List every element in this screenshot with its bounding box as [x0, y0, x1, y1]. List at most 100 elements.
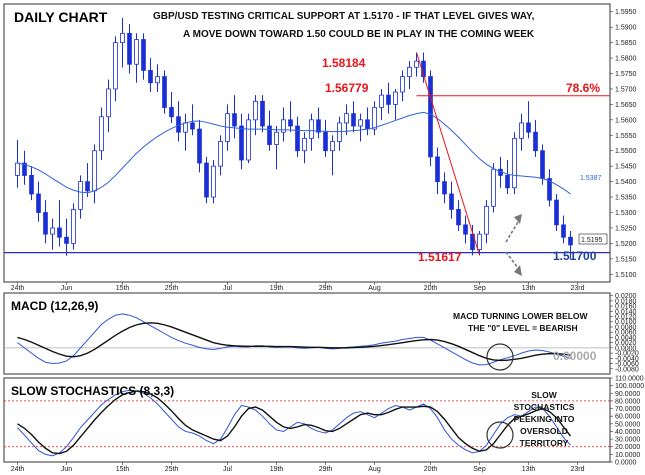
stoch-x-tick-label: 25th [165, 466, 179, 473]
candle-down [295, 125, 300, 152]
macd-y-tick-label: 0.0060 [615, 330, 637, 337]
price-y-tick-label: 1.5350 [615, 195, 637, 202]
stoch-y-tick-label: 100.0000 [615, 383, 644, 390]
macd-title: MACD (12,26,9) [11, 299, 98, 313]
candle-up [491, 168, 496, 207]
price-y-tick-label: 1.5150 [615, 256, 637, 263]
macd-y-tick-label: 0.0000 [615, 345, 637, 352]
candle-up [211, 165, 216, 198]
stoch-y-tick-label: 30.0000 [615, 437, 640, 444]
candle-down [204, 162, 209, 198]
chart-title: DAILY CHART [14, 9, 108, 25]
price-y-tick-label: 1.5750 [615, 71, 637, 78]
last-price-label: 1.5195 [581, 237, 603, 244]
price-x-tick-label: 25th [165, 285, 179, 292]
macd-y-tick-label: -0.0040 [615, 356, 639, 363]
candle-up [519, 122, 524, 139]
macd-note-line-1: MACD TURNING LOWER BELOW [453, 311, 589, 321]
candle-down [351, 113, 356, 127]
price-y-tick-label: 1.5850 [615, 40, 637, 47]
stoch-highlight-circle [486, 421, 514, 449]
price-candles [15, 17, 573, 259]
stoch-x-tick-label: Jun [61, 466, 72, 473]
candle-down [540, 150, 545, 179]
price-y-tick-label: 1.5800 [615, 56, 637, 63]
macd-zero-label: 0.00000 [553, 349, 597, 363]
stoch-y-axis: 110.0000100.000090.000080.000070.000060.… [610, 376, 644, 467]
stoch-panel-frame [3, 377, 611, 463]
candle-up [155, 76, 160, 84]
price-y-tick-label: 1.5400 [615, 179, 637, 186]
fib-price-label: 1.56779 [325, 81, 369, 95]
direction-arrows [505, 214, 522, 276]
macd-y-tick-label: -0.0080 [615, 366, 639, 373]
stoch-note-line-3: PEEKING INTO [514, 414, 575, 424]
price-y-tick-label: 1.5200 [615, 241, 637, 248]
stoch-d-line [17, 390, 572, 455]
candle-down [169, 107, 174, 118]
price-x-axis: 24th Jun 15th 25th Jul 19th 29th Aug 20th Sep 13th… [11, 282, 585, 292]
price-x-tick-label: 20th [424, 285, 438, 292]
candle-up [337, 122, 342, 142]
stoch-y-tick-label: 10.0000 [615, 452, 640, 459]
stoch-y-tick-label: 60.0000 [615, 414, 640, 421]
stoch-y-tick-label: 0.0000 [615, 460, 637, 467]
candle-down [22, 162, 27, 176]
stoch-x-tick-label: Jul [223, 466, 232, 473]
candle-down [435, 156, 440, 183]
price-y-tick-label: 1.5900 [615, 25, 637, 32]
price-y-tick-label: 1.5100 [615, 272, 637, 279]
candle-down [232, 113, 237, 127]
candle-down [561, 224, 566, 238]
macd-y-axis: 0.02000.01800.01600.01400.01200.01000.00… [610, 293, 639, 373]
high-label: 1.58184 [322, 56, 366, 70]
candle-up [281, 119, 286, 133]
candle-up [344, 113, 349, 124]
candle-up [414, 60, 419, 68]
candle-down [197, 128, 202, 164]
price-y-tick-label: 1.5550 [615, 133, 637, 140]
candle-up [393, 91, 398, 105]
up-arrow-head-icon [514, 214, 522, 224]
fib-percent-label: 78.6% [566, 81, 600, 95]
candle-down [64, 236, 69, 244]
candle-up [379, 94, 384, 108]
candle-down [533, 131, 538, 152]
price-y-tick-label: 1.5300 [615, 210, 637, 217]
price-y-tick-label: 1.5250 [615, 225, 637, 232]
macd-signal-line [17, 322, 571, 362]
candle-up [134, 39, 139, 65]
candle-up [218, 141, 223, 167]
price-y-tick-label: 1.5700 [615, 86, 637, 93]
candle-up [512, 137, 517, 189]
stoch-y-tick-label: 80.0000 [615, 398, 640, 405]
stoch-note-line-4: OVERSOLD [520, 426, 568, 436]
candle-down [43, 212, 48, 235]
candle-up [71, 209, 76, 244]
last-price-box [578, 233, 608, 245]
macd-highlight-circle [486, 343, 514, 371]
candle-down [288, 119, 293, 127]
candle-down [442, 181, 447, 195]
macd-y-tick-label: 0.0140 [615, 309, 637, 316]
candle-down [456, 209, 461, 226]
sma-last-label: 1.5387 [580, 175, 602, 182]
candle-down [36, 193, 41, 213]
stoch-x-tick-label: 23rd [570, 466, 584, 473]
price-y-tick-label: 1.5450 [615, 164, 637, 171]
macd-y-tick-label: 0.0160 [615, 304, 637, 311]
stoch-note-line-5: TERRITORY [520, 438, 569, 448]
candle-down [162, 76, 167, 108]
candle-up [477, 233, 482, 250]
candle-down [463, 224, 468, 235]
candle-down [505, 175, 510, 189]
price-y-tick-label: 1.5500 [615, 148, 637, 155]
price-panel-frame [3, 3, 611, 283]
low-label: 1.51617 [418, 250, 462, 264]
macd-y-tick-label: 0.0200 [615, 293, 637, 300]
stoch-x-axis: 24th Jun 15th 25th Jul 19th 29th Aug 20th Sep 13th… [11, 462, 585, 473]
stoch-title: SLOW STOCHASTICS (8,3,3) [11, 384, 174, 398]
stoch-x-tick-label: 29th [319, 466, 333, 473]
stoch-x-tick-label: Aug [368, 466, 381, 473]
candle-down [547, 178, 552, 201]
